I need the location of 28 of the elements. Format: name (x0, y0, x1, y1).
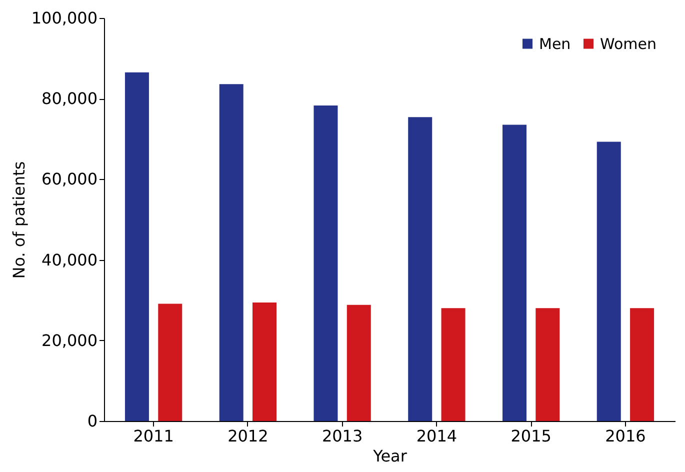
legend-label: Men (539, 34, 571, 53)
x-axis-title: Year (372, 446, 408, 466)
bar (630, 308, 654, 421)
y-tick-label: 40,000 (42, 250, 98, 270)
y-tick-label: 60,000 (42, 170, 98, 189)
bar (346, 304, 371, 421)
y-tick-label: 80,000 (42, 89, 98, 108)
y-tick-label: 20,000 (42, 330, 98, 350)
x-tick-label: 2013 (322, 426, 363, 446)
bar (596, 142, 621, 421)
bar (314, 105, 338, 421)
x-tick-label: 2011 (133, 426, 174, 446)
x-tick-label: 2014 (416, 426, 458, 446)
y-tick-label: 0 (87, 412, 98, 430)
bar (536, 308, 560, 421)
y-axis-title: No. of patients (9, 161, 28, 279)
bar (124, 72, 149, 421)
bar (252, 302, 277, 421)
y-tick-label: 100,000 (31, 8, 98, 28)
bar (441, 308, 466, 421)
bar (158, 304, 182, 421)
x-tick-label: 2015 (510, 426, 552, 446)
legend-label: Women (600, 34, 656, 53)
x-tick-label: 2016 (605, 426, 646, 446)
bar (408, 117, 432, 421)
bar (502, 124, 526, 421)
bar (219, 84, 244, 421)
x-tick-label: 2012 (228, 426, 268, 446)
